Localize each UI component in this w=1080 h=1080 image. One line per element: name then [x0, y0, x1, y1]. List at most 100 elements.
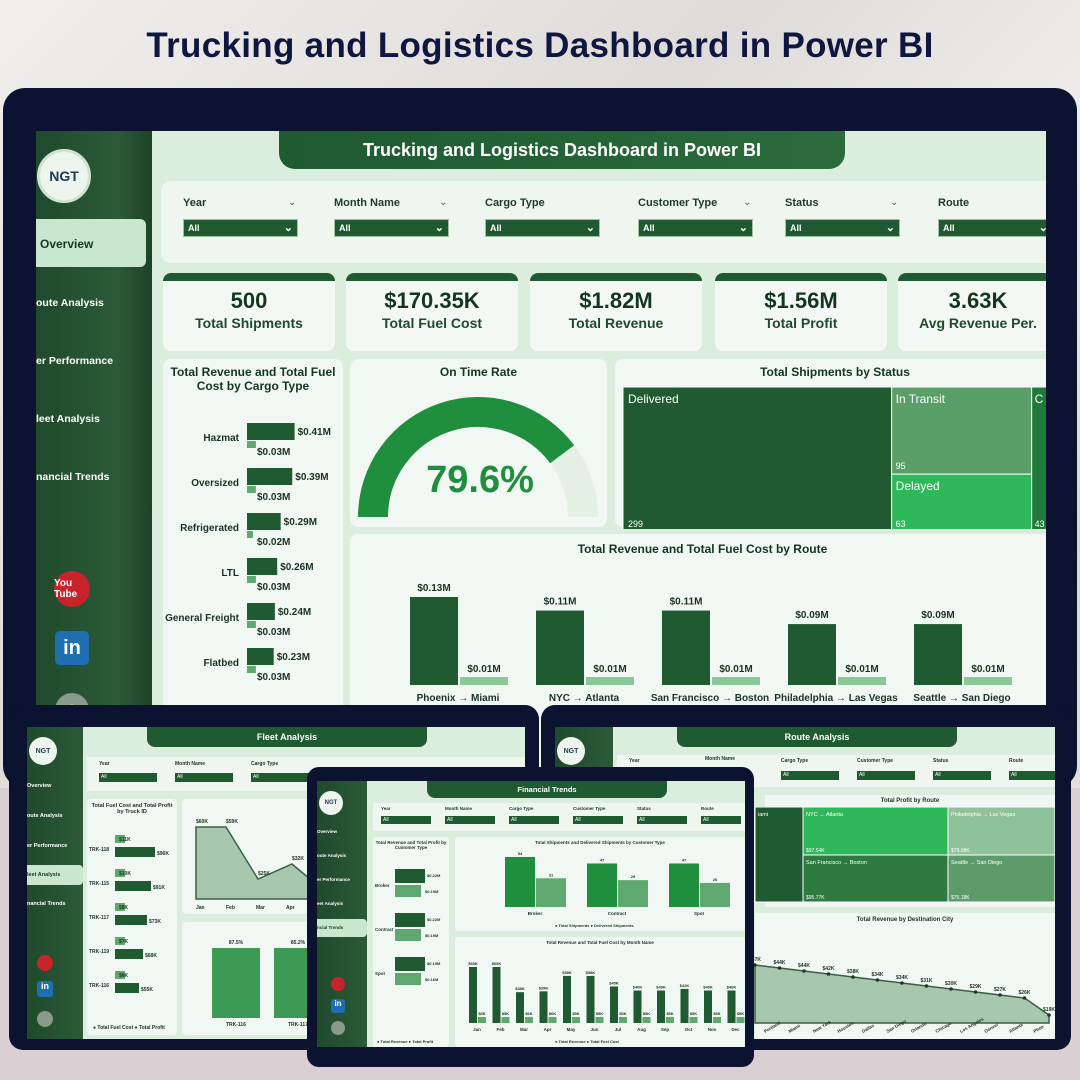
filter-select[interactable]: All — [99, 773, 157, 782]
filter-label: Cargo Type — [781, 758, 809, 764]
city-data-label: $57K — [749, 957, 761, 963]
filter-cargo-select[interactable]: All ⌄ — [485, 219, 600, 237]
month-tick-label: Dec — [731, 1027, 740, 1032]
nav-driver-performance[interactable]: er Performance — [317, 877, 351, 882]
route-treemap-tile — [947, 854, 1055, 903]
month-tick-label: Aug — [637, 1027, 646, 1032]
linkedin-icon[interactable]: in — [37, 981, 53, 997]
route-chart-title: Total Revenue and Total Fuel Cost by Rou… — [577, 542, 828, 556]
linkedin-icon[interactable]: in — [55, 631, 89, 665]
filter-select[interactable]: All — [933, 771, 991, 780]
ngt-logo: NGT — [557, 737, 585, 765]
route-treemap-label: NYC → Atlanta — [806, 812, 844, 818]
profit-data-label: $0.19M — [425, 889, 439, 894]
filter-select[interactable]: All — [573, 816, 623, 824]
profit-data-label: $55K — [141, 987, 153, 993]
filter-route-select[interactable]: All ⌄ — [938, 219, 1046, 237]
truck-id-label: TRK-118 — [89, 847, 109, 853]
nav-overview[interactable]: Overview — [27, 783, 52, 789]
nav-fleet-analysis[interactable]: eet Analysis — [317, 901, 344, 906]
youtube-icon[interactable] — [37, 955, 53, 971]
filter-cargo[interactable]: Cargo Type All ⌄ — [485, 197, 600, 237]
globe-icon[interactable] — [331, 1021, 345, 1035]
filter-select[interactable]: All — [445, 816, 495, 824]
filter-label: Customer Type — [857, 758, 894, 764]
month-tick-label: Nov — [708, 1027, 717, 1032]
fuel-cost-bar — [595, 1017, 604, 1023]
fuel-cost-data-label: $0.03M — [257, 447, 290, 458]
filter-year-select[interactable]: All ⌄ — [183, 219, 298, 237]
month-tick-label: Mar — [520, 1027, 528, 1032]
kpi-value: 500 — [230, 288, 268, 313]
route-treemap-value: $79.08K — [951, 848, 970, 854]
filter-select[interactable]: All — [381, 816, 431, 824]
filter-status-select[interactable]: All ⌄ — [785, 219, 900, 237]
filter-select[interactable]: All — [701, 816, 741, 824]
nav-financial-trends[interactable]: nancial Trends — [27, 901, 66, 907]
pct-data-label: 87.5% — [229, 940, 244, 946]
city-data-label: $19K — [1043, 1007, 1055, 1013]
chevron-down-icon: ⌄ — [885, 222, 895, 234]
filter-select[interactable]: All — [509, 816, 559, 824]
revenue-data-label: $38K — [515, 986, 525, 991]
filter-month-select[interactable]: All ⌄ — [334, 219, 449, 237]
filter-select[interactable]: All — [1009, 771, 1055, 780]
fuel-cost-bar — [712, 677, 760, 685]
filter-select[interactable]: All — [857, 771, 915, 780]
revenue-data-label: $0.09M — [921, 610, 954, 621]
profit-data-label: $73K — [149, 919, 161, 925]
month-tick-label: Sep — [661, 1027, 670, 1032]
fuel-cost-bar — [478, 1017, 486, 1023]
filter-select[interactable]: All — [781, 771, 839, 780]
nav-overview[interactable]: Overview — [317, 829, 338, 834]
filter-label: Customer Type — [573, 806, 606, 811]
nav-overview[interactable]: Overview — [36, 219, 146, 267]
nav-fleet-analysis[interactable]: leet Analysis — [27, 865, 83, 885]
globe-icon[interactable] — [37, 1011, 53, 1027]
filter-select[interactable]: All — [175, 773, 233, 782]
filter-status[interactable]: Status ⌄ All ⌄ — [785, 197, 900, 237]
nav-route-analysis[interactable]: oute Analysis — [36, 297, 104, 309]
youtube-icon[interactable]: You Tube — [54, 571, 90, 607]
fuel-cost-bar — [115, 971, 125, 979]
nav-route-analysis[interactable]: oute Analysis — [317, 853, 347, 858]
truck-id-label: TRK-117 — [89, 915, 109, 921]
pct-data-label: 85.2% — [291, 940, 306, 946]
youtube-icon[interactable] — [331, 977, 345, 991]
nav-financial-trends[interactable]: nancial Trends — [36, 471, 110, 483]
profit-bar — [115, 983, 139, 993]
treemap-tile-delivered — [622, 386, 893, 529]
filter-select[interactable]: All — [251, 773, 309, 782]
filter-year[interactable]: Year ⌄ All ⌄ — [183, 197, 298, 237]
filter-customer-select[interactable]: All ⌄ — [638, 219, 753, 237]
fleet-utilization-chart: 87.5% TRK-116 85.2% TRK-117 — [212, 940, 322, 1028]
chart-legend: ● Total Shipments ● Delivered Shipments — [555, 923, 634, 928]
filter-month[interactable]: Month Name ⌄ All ⌄ — [334, 197, 449, 237]
city-data-label: $34K — [896, 975, 908, 981]
filter-route[interactable]: Route All ⌄ — [938, 197, 1046, 237]
route-treemap-value: $95.77K — [806, 895, 825, 901]
profit-data-label: $91K — [153, 885, 165, 891]
linkedin-icon[interactable]: in — [331, 999, 345, 1013]
revenue-bar — [469, 967, 477, 1023]
nav-driver-performance[interactable]: er Performance — [27, 843, 68, 849]
filter-customer[interactable]: Customer Type ⌄ All ⌄ — [638, 197, 753, 237]
kpi-total-revenue: $1.82M Total Revenue — [530, 273, 702, 351]
delivered-data-label: 26 — [713, 877, 718, 882]
destination-area-chart: $57K $44K $44K $42K $38K $34K $34K $31K $30K $29K… — [749, 957, 1055, 1034]
route-title: Route Analysis — [677, 727, 957, 747]
month-tick-label: May — [567, 1027, 576, 1032]
nav-fleet-analysis[interactable]: leet Analysis — [36, 413, 100, 425]
month-tick-label: Feb — [496, 1027, 504, 1032]
month-tick-label: Apr — [544, 1027, 552, 1032]
nav-financial-trends[interactable]: ncial Trends — [317, 919, 367, 937]
fuel-cost-bar — [964, 677, 1012, 685]
revenue-data-label: $40K — [727, 985, 737, 990]
kpi-label: Total Profit — [764, 315, 838, 331]
filter-select[interactable]: All — [637, 816, 687, 824]
on-time-gauge — [358, 397, 598, 518]
revenue-data-label: $0.39M — [295, 472, 328, 483]
nav-driver-performance[interactable]: er Performance — [36, 355, 114, 367]
utilization-bar — [212, 948, 260, 1018]
nav-route-analysis[interactable]: oute Analysis — [27, 813, 63, 819]
